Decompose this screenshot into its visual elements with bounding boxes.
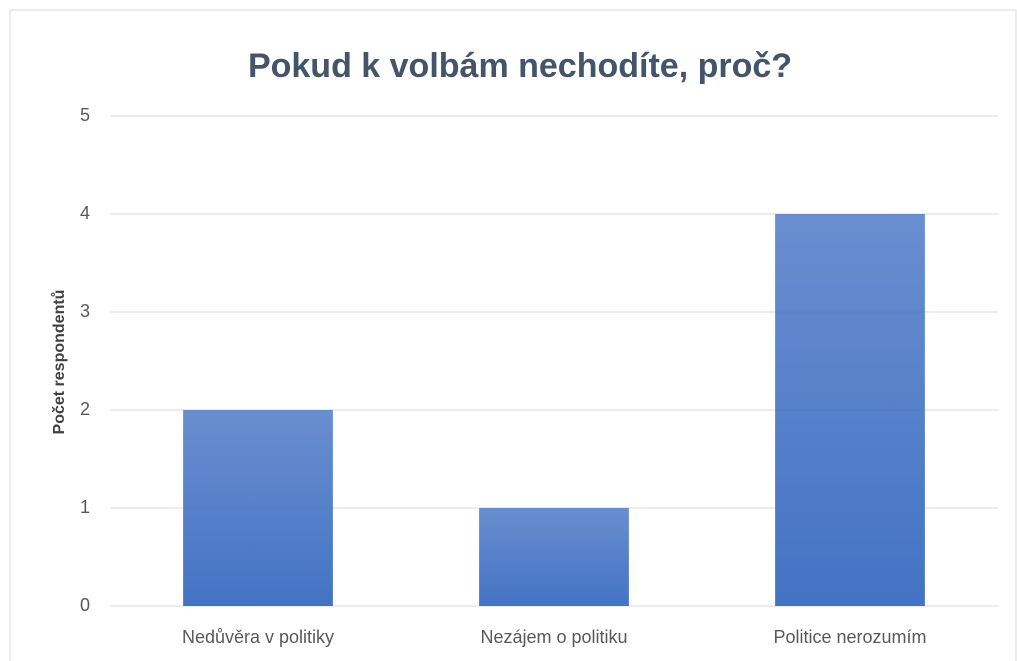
y-tick-label: 5 xyxy=(80,105,90,125)
x-tick-label: Politice nerozumím xyxy=(773,627,926,647)
y-tick-label: 2 xyxy=(80,399,90,419)
y-tick-label: 3 xyxy=(80,301,90,321)
y-tick-label: 0 xyxy=(80,595,90,615)
y-axis-label: Počet respondentů xyxy=(51,290,68,435)
x-tick-label: Nezájem o politiku xyxy=(480,627,627,647)
chart-border xyxy=(9,9,1017,661)
x-tick-label: Nedůvěra v politiky xyxy=(182,627,334,647)
bar xyxy=(183,410,333,606)
y-tick-label: 4 xyxy=(80,203,90,223)
bar xyxy=(479,508,629,606)
chart-title: Pokud k volbám nechodíte, proč? xyxy=(248,47,792,85)
y-tick-label: 1 xyxy=(80,497,90,517)
bar xyxy=(775,214,925,606)
